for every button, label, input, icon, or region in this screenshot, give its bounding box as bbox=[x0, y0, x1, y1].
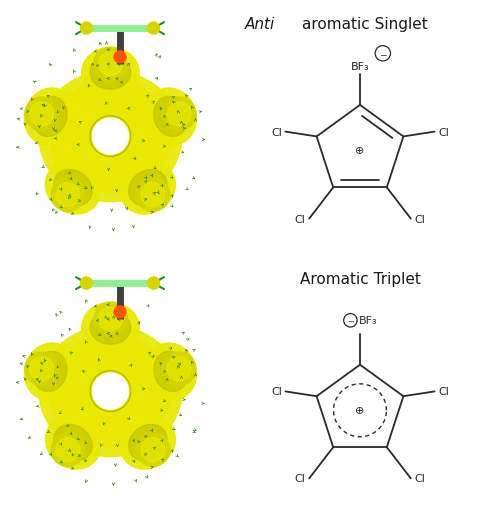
Text: BF₃: BF₃ bbox=[359, 316, 377, 326]
Ellipse shape bbox=[154, 352, 188, 392]
Circle shape bbox=[114, 306, 126, 318]
Text: Cl: Cl bbox=[414, 473, 425, 484]
Ellipse shape bbox=[54, 170, 92, 206]
Circle shape bbox=[136, 433, 169, 466]
Ellipse shape bbox=[46, 416, 101, 469]
Text: Aromatic Triplet: Aromatic Triplet bbox=[300, 272, 420, 287]
Ellipse shape bbox=[82, 48, 139, 99]
Text: Cl: Cl bbox=[295, 214, 306, 224]
Circle shape bbox=[162, 98, 196, 131]
Ellipse shape bbox=[24, 343, 75, 400]
Circle shape bbox=[25, 98, 59, 131]
Circle shape bbox=[141, 438, 165, 462]
Text: aromatic Singlet: aromatic Singlet bbox=[302, 17, 428, 32]
Text: Cl: Cl bbox=[438, 127, 449, 137]
Ellipse shape bbox=[90, 56, 131, 90]
Text: ⊕: ⊕ bbox=[355, 406, 365, 415]
Circle shape bbox=[94, 48, 127, 81]
Text: −: − bbox=[379, 50, 386, 59]
Circle shape bbox=[94, 302, 127, 336]
Ellipse shape bbox=[33, 352, 67, 392]
Circle shape bbox=[167, 357, 191, 381]
Ellipse shape bbox=[49, 81, 172, 193]
Circle shape bbox=[51, 433, 85, 466]
Text: Anti: Anti bbox=[245, 17, 275, 32]
Circle shape bbox=[51, 178, 85, 212]
Ellipse shape bbox=[120, 416, 175, 469]
Text: Cl: Cl bbox=[414, 214, 425, 224]
Ellipse shape bbox=[39, 326, 182, 457]
Circle shape bbox=[141, 183, 165, 207]
Circle shape bbox=[98, 307, 122, 331]
Ellipse shape bbox=[154, 97, 188, 137]
Circle shape bbox=[30, 357, 54, 381]
Text: Cl: Cl bbox=[438, 387, 449, 397]
Circle shape bbox=[148, 23, 159, 35]
Circle shape bbox=[92, 374, 129, 409]
Ellipse shape bbox=[24, 89, 75, 146]
Text: Cl: Cl bbox=[295, 473, 306, 484]
Circle shape bbox=[80, 23, 92, 35]
Ellipse shape bbox=[54, 425, 92, 461]
Ellipse shape bbox=[82, 303, 139, 353]
Circle shape bbox=[98, 53, 122, 77]
Ellipse shape bbox=[145, 343, 196, 400]
Ellipse shape bbox=[46, 162, 101, 215]
Ellipse shape bbox=[39, 71, 182, 202]
Circle shape bbox=[80, 277, 92, 290]
Ellipse shape bbox=[129, 170, 167, 206]
Ellipse shape bbox=[145, 89, 196, 146]
Ellipse shape bbox=[90, 311, 131, 345]
Ellipse shape bbox=[129, 425, 167, 461]
Circle shape bbox=[167, 103, 191, 127]
Circle shape bbox=[162, 352, 196, 386]
Text: Cl: Cl bbox=[271, 127, 282, 137]
Circle shape bbox=[56, 438, 80, 462]
Text: −: − bbox=[347, 316, 354, 325]
Circle shape bbox=[136, 178, 169, 212]
Circle shape bbox=[30, 103, 54, 127]
Circle shape bbox=[56, 183, 80, 207]
Circle shape bbox=[148, 277, 159, 290]
Text: Cl: Cl bbox=[271, 387, 282, 397]
Text: BF₃: BF₃ bbox=[351, 62, 369, 72]
Ellipse shape bbox=[120, 162, 175, 215]
Circle shape bbox=[25, 352, 59, 386]
Circle shape bbox=[92, 119, 129, 155]
Text: ⊕: ⊕ bbox=[355, 146, 365, 156]
Circle shape bbox=[114, 52, 126, 64]
Ellipse shape bbox=[49, 335, 172, 447]
Ellipse shape bbox=[33, 97, 67, 137]
